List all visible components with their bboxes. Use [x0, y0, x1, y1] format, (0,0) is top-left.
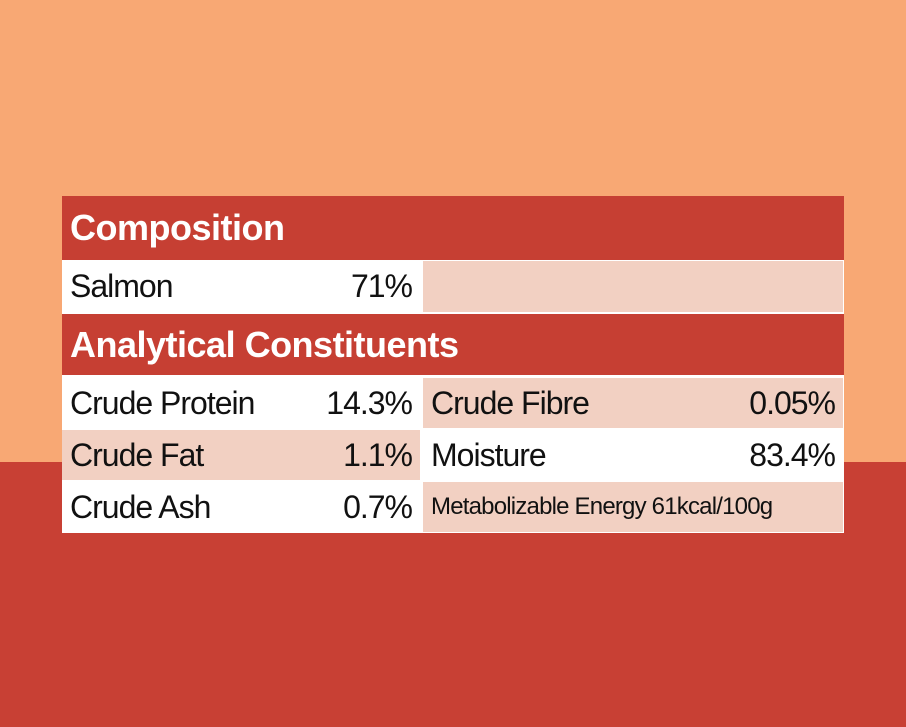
value: 83.4% — [749, 436, 836, 473]
section-header: Composition — [62, 196, 844, 260]
row-cell: Crude Protein 14.3% — [62, 378, 420, 428]
label: Moisture — [431, 436, 547, 473]
value: 0.05% — [749, 384, 836, 421]
label: Crude Fibre — [431, 384, 590, 421]
row: Salmon 71% — [62, 261, 420, 312]
value: 0.7% — [343, 488, 413, 525]
row-cell: Moisture 83.4% — [423, 430, 843, 480]
row-cell: Crude Fat 1.1% — [62, 430, 420, 480]
empty-cell — [423, 261, 843, 312]
label: Crude Fat — [70, 436, 204, 473]
label: Salmon — [70, 268, 173, 304]
value: 1.1% — [343, 436, 413, 473]
value: 14.3% — [326, 384, 413, 421]
header-text: Composition — [70, 207, 285, 248]
label: Crude Ash — [70, 488, 211, 525]
row-cell: Crude Ash 0.7% — [62, 482, 420, 532]
label: Crude Protein — [70, 384, 255, 421]
header-text: Analytical Constituents — [70, 323, 459, 365]
row-cell: Crude Fibre 0.05% — [423, 378, 843, 428]
section-header: Analytical Constituents — [62, 314, 844, 375]
value: 71% — [350, 268, 413, 304]
note: Metabolizable Energy 61kcal/100g — [431, 493, 773, 520]
row-cell: Metabolizable Energy 61kcal/100g — [423, 482, 843, 532]
